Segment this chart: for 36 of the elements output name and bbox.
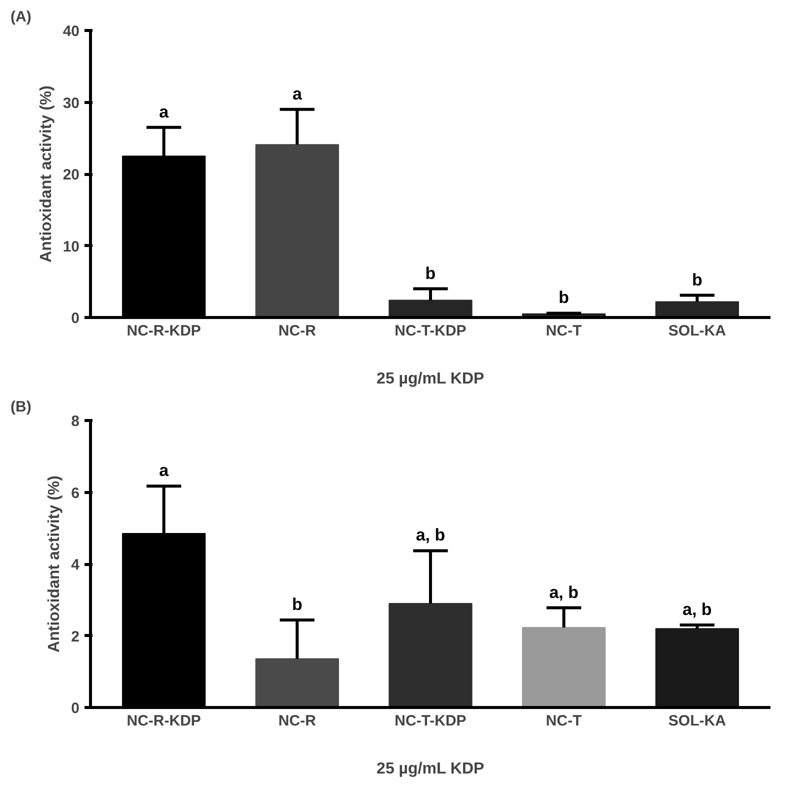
x-tick-label: NC-R — [278, 322, 316, 340]
y-tick-label: 20 — [62, 166, 80, 184]
y-tick-label: 0 — [71, 700, 80, 717]
y-tick-label: 30 — [62, 94, 80, 112]
y-axis-title: Antioxidant activity (%) — [46, 476, 64, 652]
chart-title: (B) — [10, 398, 32, 416]
annotation: b — [558, 288, 570, 308]
x-tick-label: SOL-KA — [668, 712, 726, 730]
x-tick-label: SOL-KA — [668, 322, 726, 340]
annotation: a — [292, 84, 302, 104]
x-tick-label: NC-R-KDP — [126, 712, 201, 730]
annotation: b — [692, 270, 702, 290]
y-tick-label: 6 — [71, 484, 80, 502]
y-tick-label: 4 — [71, 556, 80, 574]
annotation: b — [292, 594, 302, 614]
x-tick-label: NC-R — [278, 712, 316, 730]
x-tick-label: NC-T-KDP — [394, 712, 466, 730]
x-axis-title: 25 µg/mL KDP — [376, 370, 484, 388]
y-axis-title: Antioxidant activity (%) — [38, 86, 55, 262]
x-tick-label: NC-T — [546, 322, 582, 340]
y-tick-label: 10 — [62, 238, 80, 256]
annotation: a, b — [682, 600, 712, 619]
annotation: a, b — [416, 526, 446, 545]
x-tick-label: NC-T-KDP — [394, 322, 466, 340]
x-tick-label: NC-R-KDP — [126, 322, 201, 340]
y-tick-label: 8 — [71, 413, 80, 430]
y-tick-label: 40 — [62, 23, 80, 40]
x-tick-label: NC-T — [546, 712, 582, 730]
annotation: a, b — [549, 582, 578, 602]
y-tick-label: 0 — [71, 310, 80, 327]
annotation: a — [159, 102, 170, 122]
annotation: a — [159, 461, 170, 480]
y-tick-label: 2 — [71, 628, 80, 646]
chart-title: (A) — [10, 8, 32, 26]
annotation: b — [425, 264, 436, 283]
x-axis-title: 25 µg/mL KDP — [376, 760, 484, 778]
